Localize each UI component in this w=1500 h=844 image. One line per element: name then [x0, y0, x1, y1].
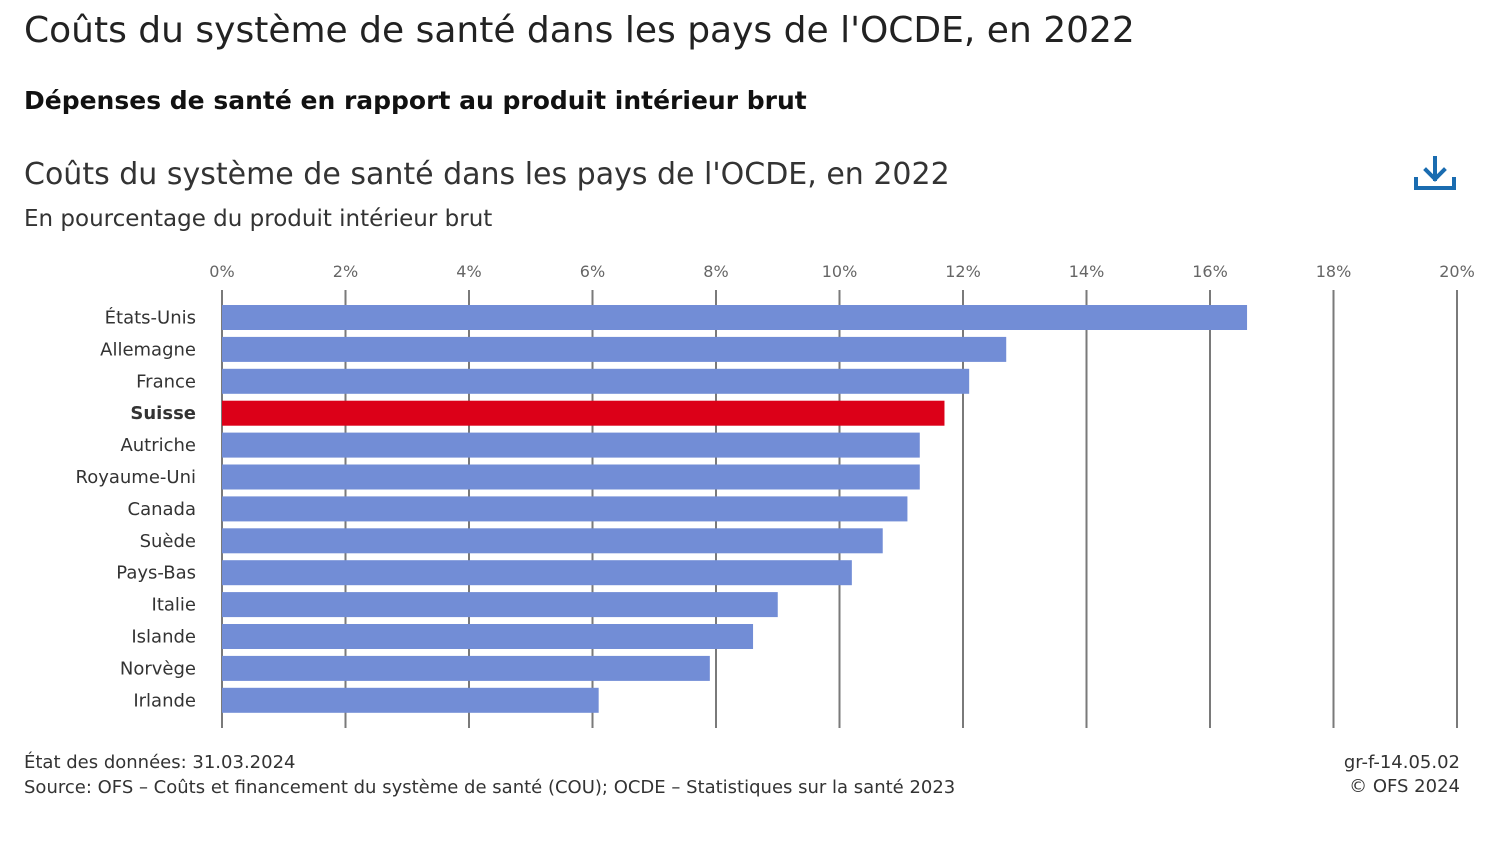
bar-Norvège — [222, 655, 710, 681]
x-tick-label: 4% — [456, 262, 481, 281]
copyright: © OFS 2024 — [1349, 776, 1460, 797]
category-label: Suisse — [130, 403, 196, 424]
category-label: Islande — [131, 627, 196, 648]
page-title: Coûts du système de santé dans les pays … — [24, 10, 1135, 51]
category-label: Allemagne — [100, 339, 196, 360]
bar-Suisse — [222, 400, 945, 426]
source-note: Source: OFS – Coûts et financement du sy… — [24, 777, 956, 798]
x-tick-label: 14% — [1069, 262, 1105, 281]
category-label: Autriche — [120, 435, 196, 456]
bar-Allemagne — [222, 336, 1007, 362]
category-label: États-Unis — [105, 307, 196, 329]
category-label: Pays-Bas — [116, 563, 196, 584]
x-tick-label: 20% — [1439, 262, 1475, 281]
chart-code: gr-f-14.05.02 — [1343, 752, 1460, 773]
category-label: Norvège — [120, 658, 196, 679]
x-tick-label: 6% — [580, 262, 605, 281]
download-button[interactable] — [1410, 155, 1460, 195]
category-label: Irlande — [133, 690, 196, 711]
bar-Islande — [222, 624, 754, 649]
x-tick-label: 2% — [333, 262, 358, 281]
category-label: Suède — [140, 531, 196, 552]
category-label: Royaume-Uni — [76, 467, 197, 488]
x-tick-label: 0% — [209, 262, 234, 281]
chart-title: Coûts du système de santé dans les pays … — [24, 157, 950, 192]
bar-France — [222, 368, 970, 394]
data-state: État des données: 31.03.2024 — [24, 752, 296, 773]
x-tick-label: 18% — [1316, 262, 1352, 281]
page-subtitle: Dépenses de santé en rapport au produit … — [24, 86, 807, 115]
x-tick-label: 10% — [822, 262, 858, 281]
bar-Irlande — [222, 687, 599, 713]
x-tick-label: 12% — [945, 262, 981, 281]
category-label: Italie — [152, 595, 196, 616]
bar-Italie — [222, 592, 778, 618]
category-label: France — [136, 371, 196, 392]
download-icon — [1414, 156, 1456, 190]
x-tick-label: 16% — [1192, 262, 1228, 281]
x-tick-label: 8% — [703, 262, 728, 281]
bar-Canada — [222, 496, 908, 522]
bar-États-Unis — [222, 305, 1248, 330]
bar-Suède — [222, 528, 883, 554]
chart-subtitle: En pourcentage du produit intérieur brut — [24, 206, 493, 232]
bar-Pays-Bas — [222, 560, 852, 586]
bar-Royaume-Uni — [222, 464, 920, 490]
bar-Autriche — [222, 432, 920, 458]
bar-chart: 0% 2% 4% 6% 8% 10% 12% 14% 16% 18% 20% États-Unis Al… — [76, 262, 1475, 728]
category-label: Canada — [128, 499, 197, 520]
